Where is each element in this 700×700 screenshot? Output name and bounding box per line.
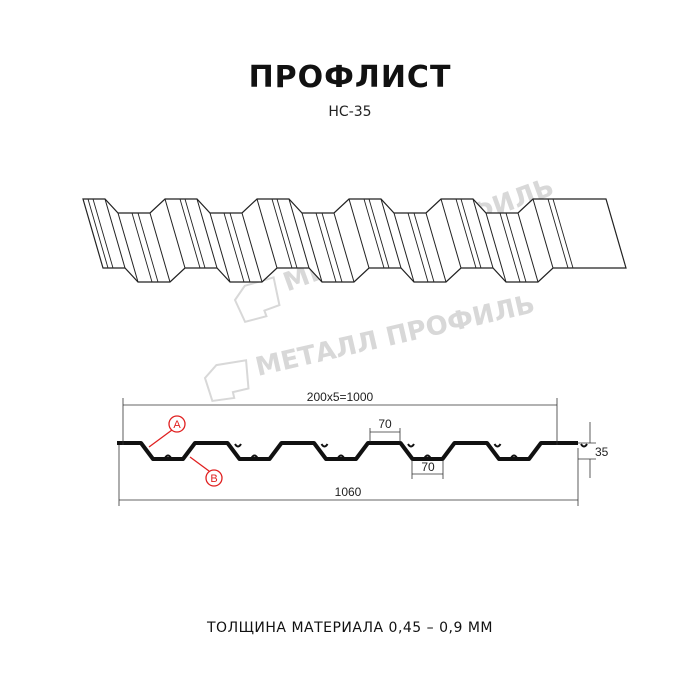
- trough-stiffener: [250, 454, 259, 459]
- dimension-trough-label: 70: [421, 460, 435, 474]
- sheet-fold-line: [104, 198, 126, 269]
- sheet-rib-line: [137, 212, 159, 283]
- sheet-rib-line: [131, 212, 153, 283]
- trough-stiffener: [164, 454, 172, 459]
- sheet-fold-line: [380, 198, 402, 269]
- sheet-rib-line: [547, 198, 569, 269]
- sheet-rib-line: [363, 198, 385, 269]
- sheet-rib-line: [368, 198, 390, 269]
- watermark-logo-icon: [233, 276, 281, 324]
- watermark-text: МЕТАЛЛ ПРОФИЛЬ: [253, 289, 538, 382]
- watermark-bottom: МЕТАЛЛ ПРОФИЛЬ: [203, 289, 538, 403]
- marker-a-circle: [168, 415, 186, 433]
- dimension-total-label: 1060: [335, 485, 362, 499]
- sheet-fold-line: [472, 198, 494, 269]
- marker-b-label: B: [210, 473, 217, 485]
- sheet-rib-line: [321, 212, 343, 283]
- sheet-rib-line: [271, 198, 293, 269]
- crest-stiffener: [580, 443, 588, 448]
- dimension-lines: [118, 398, 596, 506]
- trough-stiffener: [423, 454, 432, 459]
- sheet-rib-line: [315, 212, 337, 283]
- sheet-fold-line: [532, 198, 554, 269]
- marker-a-leader: [148, 429, 173, 448]
- material-thickness: ТОЛЩИНА МАТЕРИАЛА 0,45 – 0,9 ММ: [207, 620, 493, 636]
- sheet-rib-line: [179, 198, 201, 269]
- sheet-fold-line: [333, 212, 355, 283]
- crest-stiffener: [493, 443, 502, 448]
- watermark-logo-icon: [203, 359, 250, 403]
- sheet-fold-line: [440, 198, 462, 269]
- sheet-rib-line: [87, 198, 109, 269]
- marker-b-circle: [205, 469, 223, 487]
- sheet-fold-line: [149, 212, 171, 283]
- sheet-rib-line: [505, 212, 527, 283]
- sheet-rib-line: [92, 198, 114, 269]
- sheet-fold-line: [209, 212, 231, 283]
- sheet-rib-line: [407, 212, 429, 283]
- sheet-fold-line: [196, 198, 218, 269]
- sheet-fold-line: [164, 198, 186, 269]
- sheet-fold-line: [301, 212, 323, 283]
- crest-stiffener: [320, 443, 329, 448]
- sheet-rib-line: [499, 212, 521, 283]
- sheet-fold-line: [348, 198, 370, 269]
- sheet-fold-line: [256, 198, 278, 269]
- marker-b-leader: [189, 456, 210, 472]
- dimension-pitch-label: 200x5=1000: [307, 390, 374, 404]
- marker-a-label: A: [173, 419, 181, 431]
- crest-stiffener: [407, 443, 415, 448]
- sheet-profile-section: [117, 441, 588, 461]
- page-title: ПРОФЛИСТ: [248, 60, 452, 95]
- crest-stiffener: [234, 443, 242, 448]
- profile-line: [117, 441, 578, 461]
- dimension-height-label: 35: [595, 445, 609, 459]
- sheet-fold-line: [425, 212, 447, 283]
- sheet-rib-line: [552, 198, 574, 269]
- sheet-rib-line: [184, 198, 206, 269]
- trough-stiffener: [510, 454, 518, 459]
- sheet-fold-line: [241, 212, 263, 283]
- sheet-rib-line: [455, 198, 477, 269]
- sheet-fold-line: [485, 212, 507, 283]
- sheet-fold-line: [117, 212, 139, 283]
- sheet-rib-line: [413, 212, 435, 283]
- sheet-outline: [82, 198, 627, 283]
- dimension-crest-label: 70: [378, 417, 392, 431]
- sheet-rib-line: [229, 212, 251, 283]
- page-subtitle: НС-35: [328, 104, 372, 120]
- sheet-3d-view: [82, 198, 627, 283]
- sheet-rib-line: [460, 198, 482, 269]
- sheet-fold-line: [517, 212, 539, 283]
- sheet-rib-line: [223, 212, 245, 283]
- trough-stiffener: [337, 454, 345, 459]
- sheet-rib-line: [276, 198, 298, 269]
- sheet-fold-line: [288, 198, 310, 269]
- sheet-fold-line: [393, 212, 415, 283]
